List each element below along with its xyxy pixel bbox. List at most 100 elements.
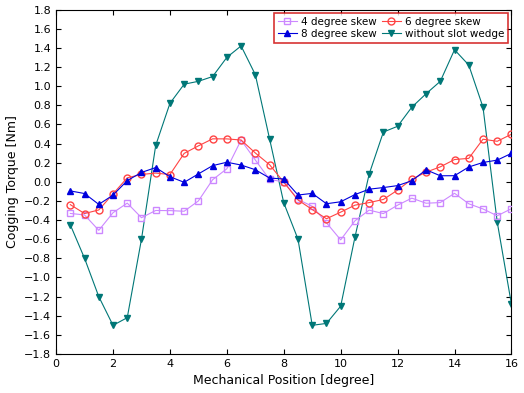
- 6 degree skew: [309, 207, 315, 212]
- 6 degree skew: [195, 143, 202, 148]
- 8 degree skew: [423, 167, 429, 172]
- 6 degree skew: [409, 177, 415, 182]
- 4 degree skew: [181, 209, 187, 214]
- 4 degree skew: [423, 201, 429, 206]
- 8 degree skew: [67, 189, 73, 193]
- Y-axis label: Cogging Torque [Nm]: Cogging Torque [Nm]: [6, 116, 18, 248]
- without slot wedge: [337, 304, 344, 309]
- X-axis label: Mechanical Position [degree]: Mechanical Position [degree]: [193, 375, 374, 387]
- 4 degree skew: [295, 197, 301, 202]
- 8 degree skew: [266, 176, 272, 180]
- 6 degree skew: [480, 137, 486, 141]
- Line: 8 degree skew: 8 degree skew: [67, 150, 515, 208]
- 8 degree skew: [309, 191, 315, 196]
- without slot wedge: [152, 143, 159, 148]
- 8 degree skew: [238, 163, 244, 167]
- without slot wedge: [181, 82, 187, 86]
- 8 degree skew: [295, 193, 301, 197]
- Line: 6 degree skew: 6 degree skew: [67, 131, 515, 222]
- 8 degree skew: [437, 173, 443, 178]
- 4 degree skew: [266, 177, 272, 182]
- 4 degree skew: [337, 237, 344, 242]
- without slot wedge: [210, 74, 216, 79]
- 6 degree skew: [494, 139, 500, 144]
- 6 degree skew: [210, 136, 216, 141]
- 4 degree skew: [309, 204, 315, 209]
- 6 degree skew: [466, 156, 472, 161]
- 6 degree skew: [181, 151, 187, 156]
- 4 degree skew: [67, 211, 73, 216]
- without slot wedge: [295, 237, 301, 242]
- 4 degree skew: [224, 166, 230, 171]
- without slot wedge: [224, 55, 230, 60]
- 8 degree skew: [337, 199, 344, 204]
- without slot wedge: [480, 105, 486, 110]
- 4 degree skew: [409, 196, 415, 200]
- 4 degree skew: [238, 138, 244, 142]
- 4 degree skew: [366, 208, 372, 213]
- 4 degree skew: [252, 158, 258, 162]
- without slot wedge: [167, 101, 173, 106]
- 8 degree skew: [451, 173, 457, 178]
- 4 degree skew: [167, 208, 173, 213]
- without slot wedge: [110, 323, 116, 328]
- without slot wedge: [195, 79, 202, 84]
- without slot wedge: [81, 256, 88, 261]
- without slot wedge: [409, 105, 415, 110]
- 6 degree skew: [281, 180, 287, 185]
- without slot wedge: [266, 136, 272, 141]
- 8 degree skew: [281, 177, 287, 182]
- without slot wedge: [138, 237, 145, 242]
- 4 degree skew: [96, 228, 102, 233]
- 6 degree skew: [295, 198, 301, 202]
- 6 degree skew: [437, 165, 443, 169]
- 8 degree skew: [167, 174, 173, 179]
- without slot wedge: [380, 130, 387, 134]
- 8 degree skew: [352, 192, 358, 197]
- 4 degree skew: [352, 219, 358, 223]
- 4 degree skew: [451, 191, 457, 196]
- 4 degree skew: [480, 207, 486, 211]
- 8 degree skew: [380, 185, 387, 190]
- 4 degree skew: [195, 198, 202, 203]
- 6 degree skew: [395, 188, 401, 193]
- 8 degree skew: [152, 165, 159, 170]
- 6 degree skew: [451, 157, 457, 162]
- 8 degree skew: [395, 183, 401, 188]
- 4 degree skew: [281, 180, 287, 184]
- without slot wedge: [67, 222, 73, 227]
- 8 degree skew: [480, 160, 486, 165]
- 4 degree skew: [466, 202, 472, 206]
- without slot wedge: [238, 44, 244, 48]
- without slot wedge: [352, 235, 358, 240]
- 8 degree skew: [508, 151, 515, 156]
- 8 degree skew: [366, 187, 372, 191]
- 4 degree skew: [380, 211, 387, 216]
- 6 degree skew: [124, 175, 130, 180]
- 8 degree skew: [195, 172, 202, 176]
- 8 degree skew: [494, 158, 500, 162]
- 4 degree skew: [124, 201, 130, 206]
- 8 degree skew: [252, 167, 258, 172]
- Line: 4 degree skew: 4 degree skew: [68, 137, 514, 242]
- 6 degree skew: [380, 197, 387, 202]
- 8 degree skew: [181, 180, 187, 185]
- without slot wedge: [252, 72, 258, 77]
- without slot wedge: [309, 323, 315, 328]
- 6 degree skew: [224, 136, 230, 141]
- 4 degree skew: [437, 200, 443, 205]
- 4 degree skew: [110, 210, 116, 215]
- 4 degree skew: [81, 213, 88, 217]
- 4 degree skew: [210, 177, 216, 182]
- without slot wedge: [323, 321, 330, 326]
- 4 degree skew: [395, 203, 401, 208]
- 6 degree skew: [96, 208, 102, 212]
- Legend: 4 degree skew, 8 degree skew, 6 degree skew, without slot wedge: 4 degree skew, 8 degree skew, 6 degree s…: [274, 13, 508, 43]
- 6 degree skew: [323, 217, 330, 221]
- 8 degree skew: [466, 165, 472, 169]
- 6 degree skew: [110, 191, 116, 196]
- 6 degree skew: [423, 170, 429, 174]
- 6 degree skew: [266, 162, 272, 167]
- without slot wedge: [466, 63, 472, 68]
- 4 degree skew: [323, 220, 330, 225]
